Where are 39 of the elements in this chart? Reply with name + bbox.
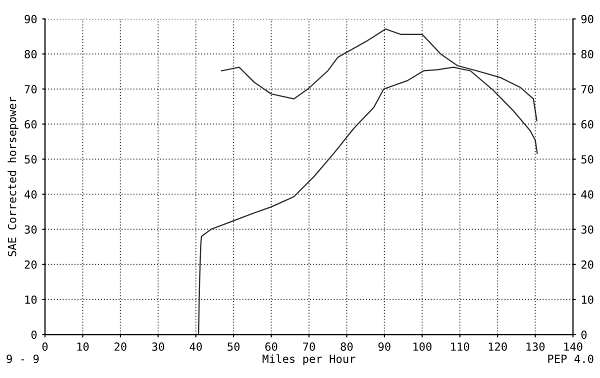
y2-tick-label: 20 <box>581 260 594 269</box>
x-tick-label: 110 <box>451 342 470 351</box>
y-tick-label: 50 <box>24 155 37 164</box>
y-tick-label: 0 <box>31 330 37 339</box>
y-tick-label: 70 <box>24 85 37 94</box>
x-tick-label: 50 <box>228 342 240 351</box>
y2-tick-label: 0 <box>581 330 587 339</box>
y-tick-label: 60 <box>24 120 37 129</box>
x-tick-label: 80 <box>340 342 353 351</box>
x-tick-label: 10 <box>77 342 89 351</box>
y-tick-label: 40 <box>24 190 37 199</box>
x-tick-label: 130 <box>526 342 545 351</box>
y2-tick-label: 30 <box>581 225 594 234</box>
x-tick-label: 90 <box>378 342 390 351</box>
y2-tick-label: 60 <box>581 120 594 129</box>
y-axis-title: SAE Corrected horsepower <box>8 96 18 256</box>
y2-tick-label: 70 <box>581 85 594 94</box>
y-tick-label: 10 <box>25 295 37 304</box>
text: PEP 4.0 <box>548 354 594 364</box>
x-tick-label: 40 <box>190 342 202 351</box>
y2-tick-label: 50 <box>581 155 594 164</box>
y2-tick-label: 80 <box>581 50 594 58</box>
x-tick-label: 30 <box>152 342 164 351</box>
x-tick-label: 0 <box>42 342 48 351</box>
text: 9 - 9 <box>6 354 39 364</box>
y2-tick-label: 90 <box>581 14 594 24</box>
y2-tick-label: 40 <box>581 190 594 199</box>
x-tick-label: 120 <box>488 342 507 351</box>
y-tick-label: 20 <box>24 260 37 269</box>
x-tick-label: 20 <box>114 342 126 351</box>
y-tick-label: 30 <box>24 225 37 234</box>
y-tick-label: 90 <box>24 14 37 24</box>
y2-tick-label: 10 <box>582 295 594 304</box>
y-tick-label: 80 <box>24 50 37 58</box>
x-tick-label: 100 <box>413 342 432 351</box>
x-tick-label: 140 <box>564 342 582 351</box>
x-tick-label: 70 <box>303 342 315 351</box>
x-tick-label: 60 <box>265 342 278 351</box>
x-axis-title: Miles per Hour <box>262 354 356 366</box>
